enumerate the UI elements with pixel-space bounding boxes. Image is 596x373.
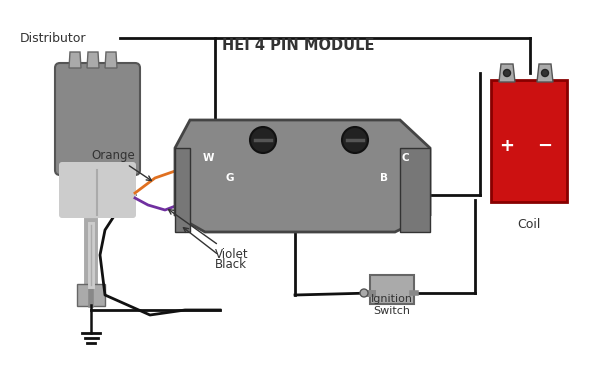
Text: Black: Black [184, 228, 247, 271]
Text: Distributor: Distributor [20, 32, 86, 45]
FancyBboxPatch shape [55, 63, 140, 175]
FancyBboxPatch shape [370, 275, 414, 304]
Text: HEI 4 PIN MODULE: HEI 4 PIN MODULE [222, 38, 374, 53]
FancyBboxPatch shape [59, 162, 136, 218]
Text: −: − [538, 137, 552, 155]
Circle shape [360, 289, 368, 297]
Text: Violet: Violet [169, 210, 249, 261]
Circle shape [504, 69, 511, 76]
FancyBboxPatch shape [77, 284, 105, 306]
Polygon shape [175, 120, 430, 232]
Text: G: G [226, 173, 234, 183]
FancyBboxPatch shape [491, 80, 567, 202]
Polygon shape [537, 64, 553, 82]
Text: +: + [499, 137, 514, 155]
Circle shape [250, 127, 276, 153]
Polygon shape [69, 52, 81, 68]
Polygon shape [175, 148, 190, 232]
Text: Orange: Orange [91, 148, 151, 181]
Text: Ignition
Switch: Ignition Switch [371, 294, 413, 316]
Circle shape [542, 69, 548, 76]
Polygon shape [87, 52, 99, 68]
Text: W: W [202, 153, 214, 163]
Polygon shape [499, 64, 515, 82]
Text: B: B [380, 173, 388, 183]
Polygon shape [400, 148, 430, 232]
Text: C: C [401, 153, 409, 163]
Circle shape [342, 127, 368, 153]
Polygon shape [105, 52, 117, 68]
Text: Coil: Coil [517, 218, 541, 231]
